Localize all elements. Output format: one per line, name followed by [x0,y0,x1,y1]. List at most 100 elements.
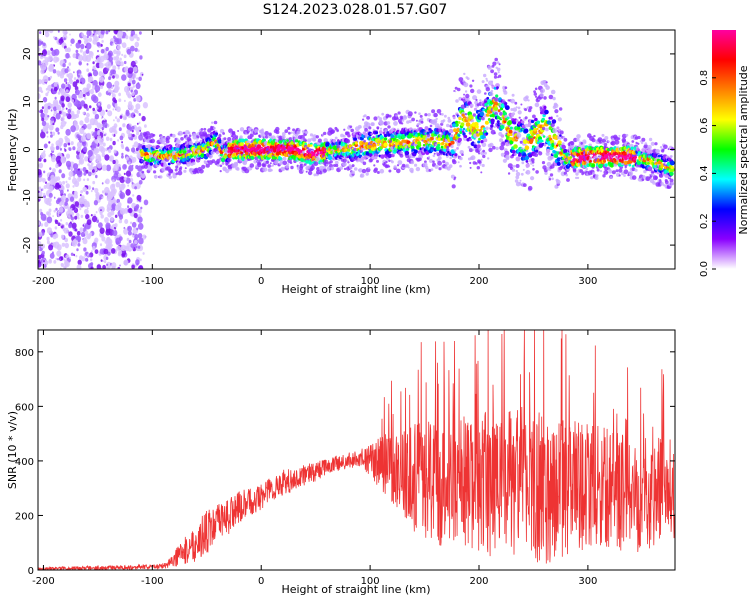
spectrogram-cell [596,168,600,172]
spectrogram-cell [286,163,290,166]
spectrogram-cell [249,163,255,168]
spectrogram-cell [393,128,396,131]
spectrogram-cell [76,170,83,178]
spectrogram-cell [40,131,46,139]
spectrogram-cell [50,134,53,138]
spectrogram-cell [414,163,418,167]
spectrogram-cell [78,61,82,66]
spectrogram-cell [322,168,327,173]
spectrogram-cell [117,266,121,269]
spectrogram-cell [95,174,98,179]
spectrogram-cell [460,122,465,127]
spectrogram-cell [114,223,118,228]
spectrogram-cell [400,151,403,155]
spectrogram-cell [141,170,145,174]
spectrogram-cell [142,234,147,240]
spectrogram-cell [615,169,619,173]
spectrogram-cell [533,92,537,96]
spectrogram-cell [200,153,205,158]
spectrogram-cell [67,193,72,199]
spectrogram-cell [138,208,142,214]
spectrogram-cell [63,78,68,83]
spectrogram-cell [73,190,78,196]
spectrogram-cell [396,117,399,120]
spectrogram-cell [47,105,51,110]
spectrogram-cell [618,174,621,177]
spectrogram-cell [52,168,56,173]
spectrogram-cell [323,131,327,136]
spectrogram-cell [92,65,96,70]
spectrogram-cell [296,130,301,135]
spectrogram-cell [94,127,98,132]
spectrogram-cell [60,116,65,122]
spectrogram-cell [65,89,69,93]
spectrogram-cell [431,109,436,114]
spectrogram-cell [59,73,65,79]
spectrogram-cell [40,63,47,71]
spectrogram-cell [552,96,556,101]
spectrogram-cell [77,176,82,182]
spectrogram-cell [470,119,475,123]
spectrogram-cell [116,118,121,123]
spectrogram-cell [131,129,134,133]
spectrogram-cell [117,251,122,257]
spectrogram-cell [478,160,482,165]
spectrogram-cell [122,123,126,128]
spectrogram-cell [278,147,281,151]
spectrogram-cell [111,133,114,137]
spectrogram-cell [303,163,307,166]
spectrogram-cell [477,152,481,155]
spectrogram-cell [128,165,134,172]
spectrogram-cell [395,114,398,117]
spectrogram-cell [92,136,95,139]
spectrogram-cell [112,65,117,71]
spectrogram-cell [593,134,596,138]
spectrogram-cell [57,222,61,226]
spectrogram-cell [219,170,222,173]
spectrogram-cell [62,111,67,117]
spectrogram-cell [105,46,109,52]
spectrogram-cell [46,211,50,216]
spectrogram-cell [494,104,498,108]
spectrogram-cell [607,140,610,143]
spectrogram-cell [65,52,70,59]
spectrogram-cell [545,85,550,90]
spectrogram-cell [68,231,73,237]
spectrogram-cell [70,125,76,133]
spectrogram-cell [142,102,148,109]
spectrogram-cell [534,102,540,108]
spectrogram-cell [515,119,519,123]
spectrogram-cell [278,140,283,144]
spectrogram-cell [476,89,482,94]
spectrogram-cell [41,243,45,249]
spectrogram-cell [65,183,70,189]
spectrogram-cell [74,228,78,232]
spectrogram-cell [418,143,422,147]
spectrogram-cell [127,225,132,232]
spectrogram-cell [133,66,138,72]
spectrogram-cell [64,201,68,207]
spectrogram-cell [533,127,537,132]
spectrogram-cell [121,253,125,258]
spectrogram-cell [136,122,139,125]
spectrogram-cell [65,82,68,84]
spectrogram-cell [47,58,51,63]
spectrogram-cell [265,160,270,165]
spectrogram-cell [100,43,103,47]
spectrogram-cell [129,34,135,42]
spectrogram-cell [381,112,385,116]
spectrogram-cell [194,167,199,173]
spectrogram-cell [387,125,391,129]
spectrogram-cell [513,144,518,149]
spectrogram-cell [206,133,211,139]
spectrogram-cell [440,145,444,149]
spectrogram-cell [500,125,505,130]
spectrogram-cell [93,148,98,153]
spectrogram-cell [518,181,522,185]
spectrogram-cell [65,153,71,159]
spectrogram-cell [83,247,87,252]
spectrogram-cell [108,92,111,96]
spectrogram-cell [137,233,143,239]
spectrogram-cell [136,262,139,266]
spectrogram-cell [241,146,245,150]
